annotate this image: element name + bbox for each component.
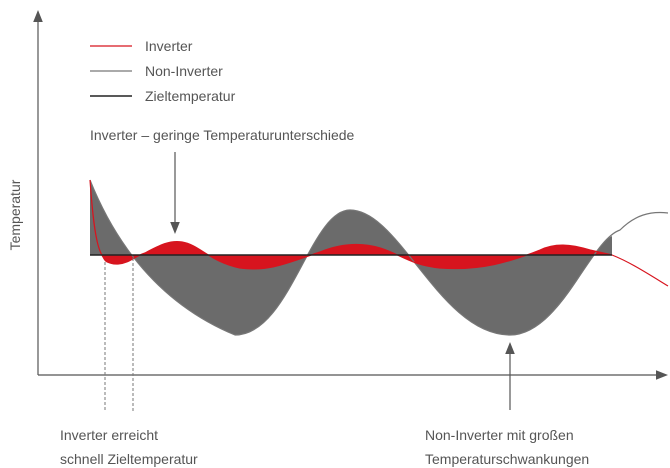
annotation: Inverter – geringe Temperaturunterschied… [90, 127, 355, 143]
inverter-area [102, 241, 612, 269]
annotation: Non-Inverter mit großen [425, 427, 574, 443]
annotation: Inverter erreicht [60, 427, 158, 443]
annotation: Temperaturschwankungen [425, 451, 589, 467]
legend-label: Inverter [145, 38, 193, 54]
non-inverter-area [90, 180, 612, 335]
axis-label: Temperatur [7, 179, 23, 250]
legend-label: Non-Inverter [145, 63, 223, 79]
annotation: schnell Zieltemperatur [60, 451, 198, 467]
legend-label: Zieltemperatur [145, 88, 236, 104]
non-inverter-curve [89, 179, 669, 336]
inverter-curve [89, 179, 669, 287]
